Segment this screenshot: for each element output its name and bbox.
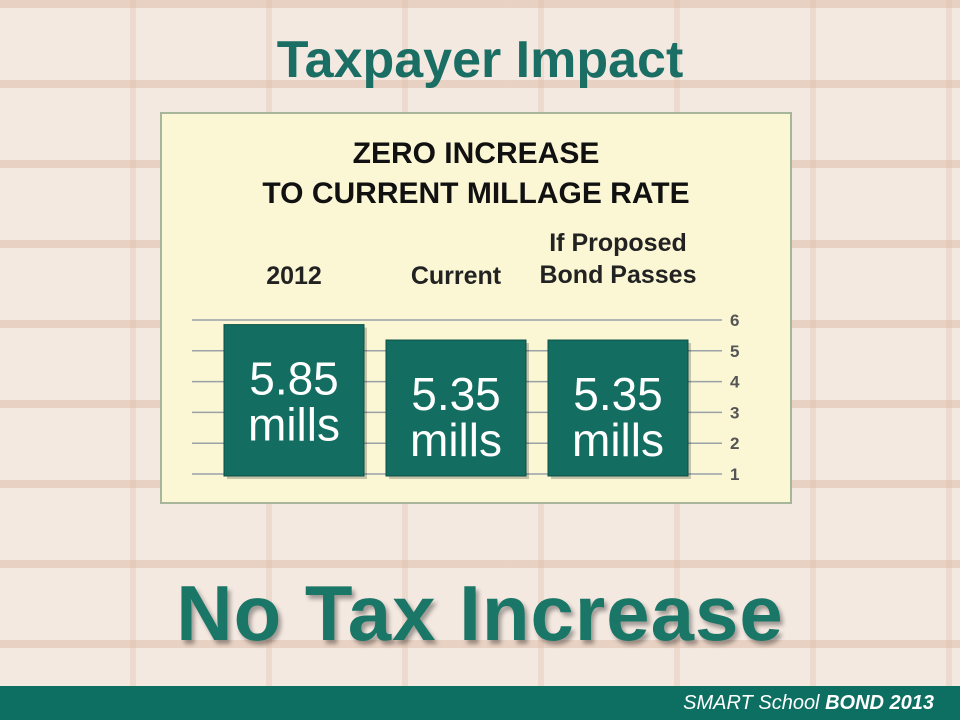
bar — [223, 324, 365, 477]
bar-unit-label: mills — [572, 414, 664, 466]
millage-bar-chart: 1234565.85mills20125.35millsCurrent5.35m… — [192, 229, 740, 484]
category-label: Bond Passes — [539, 261, 696, 289]
chart-panel: ZERO INCREASE TO CURRENT MILLAGE RATE 1 2… — [160, 112, 792, 504]
y-tick-label: 2 — [730, 434, 739, 453]
bar-value-label: 5.35 — [573, 368, 663, 420]
panel-heading: ZERO INCREASE TO CURRENT MILLAGE RATE — [162, 134, 790, 214]
bar — [385, 339, 527, 477]
y-tick-label: 1 — [730, 465, 739, 484]
slide-title: Taxpayer Impact — [276, 31, 684, 89]
bar-unit-label: mills — [248, 399, 340, 451]
y-tick-label: 5 — [730, 342, 739, 361]
y-tick-label: 6 — [730, 311, 739, 330]
footer-text-bond: BOND 2013 — [825, 692, 934, 714]
headline: No Tax Increase — [176, 569, 784, 657]
category-label: Current — [411, 262, 502, 290]
bar-unit-label: mills — [410, 414, 502, 466]
panel-heading-line2: TO CURRENT MILLAGE RATE — [262, 177, 690, 210]
category-label: If Proposed — [549, 229, 687, 257]
y-tick-label: 4 — [730, 373, 740, 392]
bar-value-label: 5.85 — [249, 353, 339, 405]
bar-value-label: 5.35 — [411, 368, 501, 420]
category-label: 2012 — [266, 262, 322, 290]
footer-text-school: SMART School — [683, 692, 826, 714]
panel-heading-line1: ZERO INCREASE — [352, 137, 600, 170]
footer-bar: SMART School BOND 2013 — [0, 686, 960, 720]
y-tick-label: 3 — [730, 403, 739, 422]
bar — [547, 339, 689, 477]
